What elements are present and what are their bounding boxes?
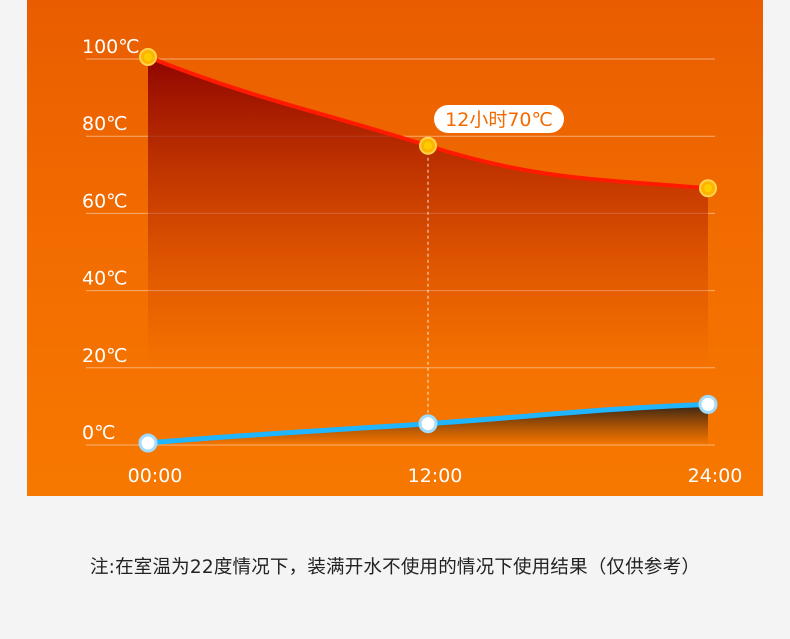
y-axis-ticks: 0℃ 20℃ 40℃ 60℃ 80℃ 100℃ — [82, 36, 140, 444]
x-axis-ticks: 00:00 12:00 24:00 — [128, 465, 743, 487]
data-points — [138, 48, 718, 453]
y-tick-label: 100℃ — [82, 36, 140, 58]
y-tick-label: 80℃ — [82, 113, 128, 135]
footnote: 注:在室温为22度情况下，装满开水不使用的情况下使用结果（仅供参考） — [89, 557, 701, 578]
series-1-point-center — [704, 184, 712, 193]
x-tick-label: 12:00 — [408, 465, 463, 487]
y-tick-label: 40℃ — [82, 268, 128, 290]
x-tick-label: 24:00 — [688, 465, 743, 487]
series-1-point-center — [424, 141, 432, 150]
series-2-point — [138, 433, 158, 453]
x-tick-label: 00:00 — [128, 465, 183, 487]
series-1-point-center — [144, 53, 152, 61]
y-tick-label: 20℃ — [82, 345, 128, 367]
annotation-callout: 12小时70℃ — [434, 105, 564, 133]
callout-bubble — [434, 105, 564, 133]
y-tick-label: 0℃ — [82, 422, 115, 444]
series-2-point — [698, 394, 718, 414]
series-1-area — [148, 57, 708, 366]
callout-label: 12小时70℃ — [445, 109, 553, 131]
y-tick-label: 60℃ — [82, 190, 128, 212]
series-2-point — [418, 414, 438, 434]
